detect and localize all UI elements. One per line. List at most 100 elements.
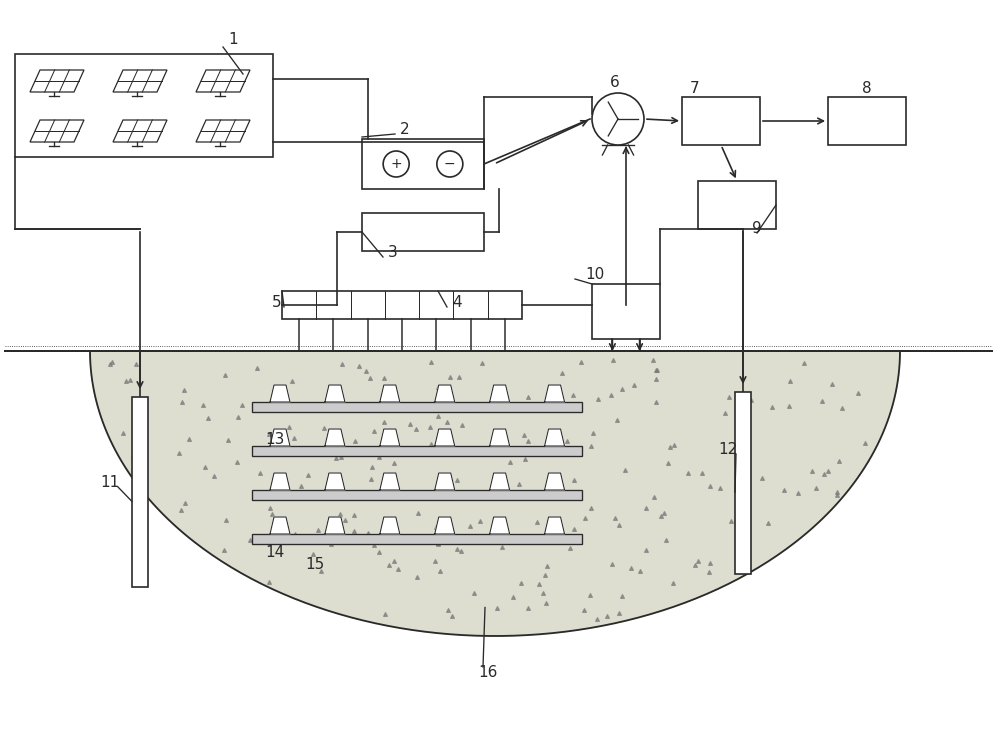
Polygon shape <box>545 517 565 534</box>
Polygon shape <box>380 517 400 534</box>
Point <box>408 423 424 434</box>
Point <box>723 515 739 526</box>
Point <box>430 410 446 421</box>
Point <box>362 373 378 384</box>
Point <box>118 375 134 386</box>
Point <box>394 442 410 453</box>
Polygon shape <box>90 351 900 636</box>
Point <box>834 402 850 414</box>
Point <box>347 435 363 447</box>
Point <box>614 590 630 602</box>
Point <box>511 478 527 490</box>
Point <box>453 545 469 557</box>
Point <box>181 433 197 445</box>
Point <box>428 521 444 532</box>
Polygon shape <box>30 120 84 142</box>
Point <box>125 451 141 462</box>
Bar <box>828 97 906 145</box>
Polygon shape <box>435 385 455 402</box>
Point <box>559 435 575 447</box>
Point <box>313 565 329 577</box>
Point <box>423 356 439 367</box>
Bar <box>698 181 776 229</box>
Polygon shape <box>380 429 400 446</box>
Point <box>440 604 456 616</box>
Point <box>623 563 639 574</box>
Point <box>323 538 339 550</box>
Text: 13: 13 <box>265 432 284 447</box>
Point <box>371 451 387 462</box>
Point <box>389 391 405 403</box>
Point <box>337 514 353 526</box>
Point <box>261 576 277 588</box>
Point <box>350 443 366 455</box>
Polygon shape <box>270 473 290 490</box>
Point <box>270 394 286 406</box>
Polygon shape <box>196 70 250 92</box>
Point <box>702 557 718 569</box>
Point <box>702 480 718 492</box>
Point <box>218 514 234 526</box>
Polygon shape <box>380 385 400 402</box>
Point <box>310 524 326 536</box>
Polygon shape <box>113 70 167 92</box>
Point <box>816 468 832 480</box>
Point <box>234 399 250 410</box>
Point <box>611 607 627 619</box>
Point <box>382 476 398 488</box>
Polygon shape <box>325 385 345 402</box>
Point <box>418 443 434 455</box>
Polygon shape <box>325 517 345 534</box>
Point <box>804 465 820 477</box>
Point <box>287 529 303 540</box>
Point <box>554 367 570 378</box>
Point <box>454 419 470 431</box>
Point <box>585 427 601 439</box>
Point <box>690 555 706 566</box>
Point <box>195 399 211 411</box>
Point <box>200 413 216 424</box>
Circle shape <box>592 93 644 145</box>
Point <box>386 457 402 469</box>
Point <box>570 403 586 415</box>
Point <box>617 464 633 475</box>
Point <box>351 361 367 373</box>
Point <box>626 379 642 391</box>
Text: −: − <box>444 157 456 171</box>
Point <box>790 488 806 499</box>
Point <box>358 365 374 377</box>
Point <box>576 604 592 616</box>
Point <box>658 534 674 545</box>
Point <box>660 457 676 469</box>
Point <box>220 434 236 446</box>
Point <box>360 527 376 539</box>
Point <box>284 375 300 387</box>
Point <box>449 474 465 486</box>
Point <box>171 447 187 459</box>
Point <box>217 369 233 381</box>
Point <box>472 515 488 527</box>
Point <box>776 484 792 496</box>
Point <box>603 389 619 401</box>
Polygon shape <box>325 429 345 446</box>
Point <box>599 610 615 622</box>
Point <box>102 359 118 370</box>
Text: 3: 3 <box>388 245 398 260</box>
Point <box>430 539 446 550</box>
Point <box>264 507 280 519</box>
Point <box>419 492 435 504</box>
Polygon shape <box>435 473 455 490</box>
Point <box>261 429 277 440</box>
Point <box>721 391 737 403</box>
Point <box>656 507 672 519</box>
Point <box>449 544 465 555</box>
Point <box>604 558 620 569</box>
Point <box>520 391 536 402</box>
Point <box>230 412 246 424</box>
Point <box>293 480 309 491</box>
Polygon shape <box>545 385 565 402</box>
Point <box>632 566 648 577</box>
Point <box>520 602 536 614</box>
Text: 1: 1 <box>228 32 238 47</box>
Point <box>645 354 661 366</box>
